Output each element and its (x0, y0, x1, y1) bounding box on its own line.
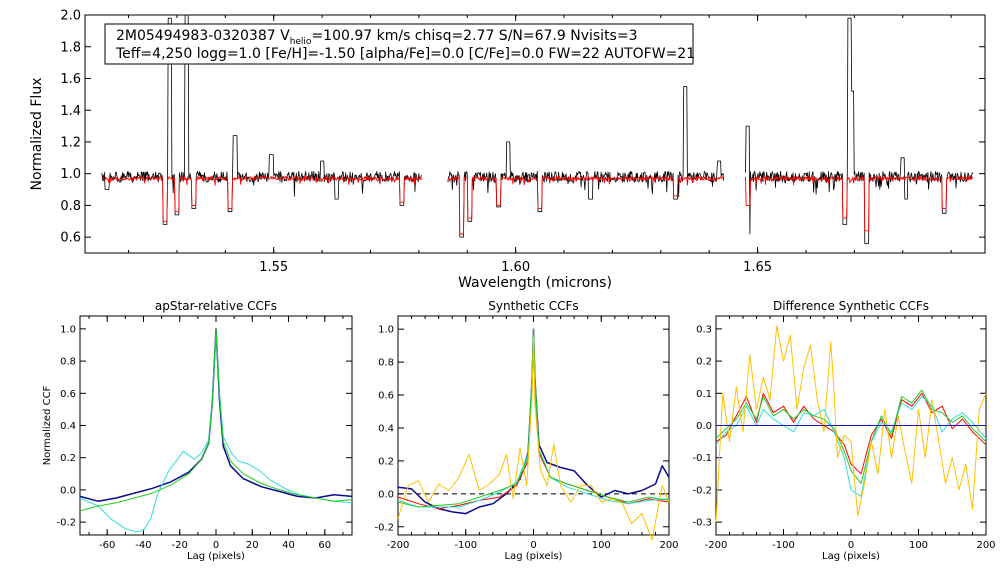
spectrum-observed-chip-2 (447, 86, 725, 238)
ytick-label: 0.2 (696, 357, 712, 368)
ytick-label: 0.4 (378, 423, 394, 434)
xtick-label: 100 (592, 540, 611, 551)
ytick-label: 0.2 (378, 456, 394, 467)
ytick-label: 0.6 (60, 389, 76, 400)
x-axis-label: Lag (pixels) (822, 551, 880, 562)
ytick-label: 1.0 (60, 167, 81, 182)
xtick-label: 1.65 (743, 260, 772, 275)
synthetic-ccf-panel: -200 -100 0 100 200 -0.2 0.0 0.2 0.4 0.6 0.8 1.0 Syn… (374, 299, 678, 562)
difference_ccf-visit-3 (715, 389, 987, 484)
difference_ccf-visit-4 (715, 325, 987, 523)
apstar_ccf-frame (79, 315, 353, 536)
difference_ccf-visit-2 (715, 396, 987, 497)
ytick-label: 1.4 (60, 104, 81, 119)
difference-ccf-panel: -200 -100 0 100 200 -0.3 -0.2 -0.1 0.0 0.1 0.2 0.3 D… (692, 299, 995, 562)
ytick-label: 0.4 (60, 421, 76, 432)
xtick-label: 0 (213, 540, 219, 551)
spectrum-panel: 1.55 1.60 1.65 0.6 0.8 1.0 1.2 1.4 1.6 1.8 2.0 Wave… (29, 9, 986, 291)
x-axis-label: Lag (pixels) (187, 551, 245, 562)
ytick-label: -0.2 (374, 522, 394, 533)
ytick-label: 0.0 (696, 421, 712, 432)
ytick-label: 0.3 (696, 324, 712, 335)
info-box (104, 23, 694, 65)
xtick-label: -200 (387, 540, 410, 551)
y-axis-label: Normalized Flux (29, 78, 45, 191)
xtick-label: -100 (454, 540, 477, 551)
info-suffix: =100.97 km/s chisq=2.77 S/N=67.9 Nvisits… (311, 28, 637, 44)
ytick-label: 1.0 (378, 325, 394, 336)
xtick-label: 1.60 (501, 260, 530, 275)
info-line-1: 2M05494983-0320387 Vhelio=100.97 km/s ch… (116, 28, 637, 47)
apstar-ccf-panel: -60 -40 -20 0 20 40 60 -0.2 0.0 0.2 0.4 0.6 0.8 1.0 ap… (42, 299, 353, 562)
xtick-label: 200 (659, 540, 678, 551)
xtick-label: 40 (282, 540, 295, 551)
spectrum-synthetic-chip-2 (447, 176, 724, 235)
chart-title: apStar-relative CCFs (155, 299, 277, 313)
xtick-label: 0 (530, 540, 536, 551)
ytick-label: -0.2 (56, 518, 76, 529)
xtick-label: -40 (135, 540, 151, 551)
ytick-label: -0.3 (692, 518, 712, 529)
ytick-label: -0.1 (692, 453, 712, 464)
xtick-label: 1.55 (259, 260, 288, 275)
ytick-label: 0.8 (378, 358, 394, 369)
chart-title: Difference Synthetic CCFs (773, 299, 929, 313)
xtick-label: 0 (848, 540, 854, 551)
x-axis-label: Wavelength (microns) (458, 275, 612, 291)
xtick-label: 60 (318, 540, 331, 551)
info-prefix: 2M05494983-0320387 V (116, 28, 290, 44)
xtick-label: -60 (99, 540, 115, 551)
ytick-label: 0.8 (60, 357, 76, 368)
ytick-label: 0.6 (378, 391, 394, 402)
ytick-label: 2.0 (60, 9, 81, 24)
apstar_ccf-visit-3 (79, 328, 353, 512)
xtick-label: 20 (246, 540, 259, 551)
ytick-label: 1.6 (60, 72, 81, 87)
spectrum-synthetic-chip-1 (101, 176, 422, 222)
info-subscript: helio (290, 37, 312, 47)
ytick-label: 0.6 (60, 231, 81, 246)
xtick-label: -200 (705, 540, 728, 551)
xtick-label: -20 (172, 540, 188, 551)
chart-title: Synthetic CCFs (488, 299, 578, 313)
ytick-label: 0.0 (60, 485, 76, 496)
synthetic_ccf-visit-3 (397, 328, 670, 508)
ytick-label: 0.1 (696, 389, 712, 400)
x-axis-label: Lag (pixels) (505, 551, 563, 562)
ytick-label: 1.8 (60, 40, 81, 55)
ytick-label: -0.2 (692, 485, 712, 496)
spectrum-synthetic-chip-3 (745, 176, 974, 232)
xtick-label: 200 (976, 540, 995, 551)
ytick-label: 0.2 (60, 453, 76, 464)
ytick-label: 0.0 (378, 489, 394, 500)
ytick-label: 0.8 (60, 199, 81, 214)
spectrum-frame (84, 14, 986, 254)
ytick-label: 1.2 (60, 135, 81, 150)
info-line-2: Teff=4,250 logg=1.0 [Fe/H]=-1.50 [alpha/… (115, 46, 695, 62)
ytick-label: 1.0 (60, 324, 76, 335)
xtick-label: 100 (909, 540, 928, 551)
synthetic_ccf-visit-4 (397, 336, 670, 541)
y-axis-label: Normalized CCF (42, 385, 53, 465)
apstar_ccf-visit-1 (79, 328, 353, 502)
spectrum-observed-chip-3 (745, 17, 974, 244)
xtick-label: -100 (772, 540, 795, 551)
